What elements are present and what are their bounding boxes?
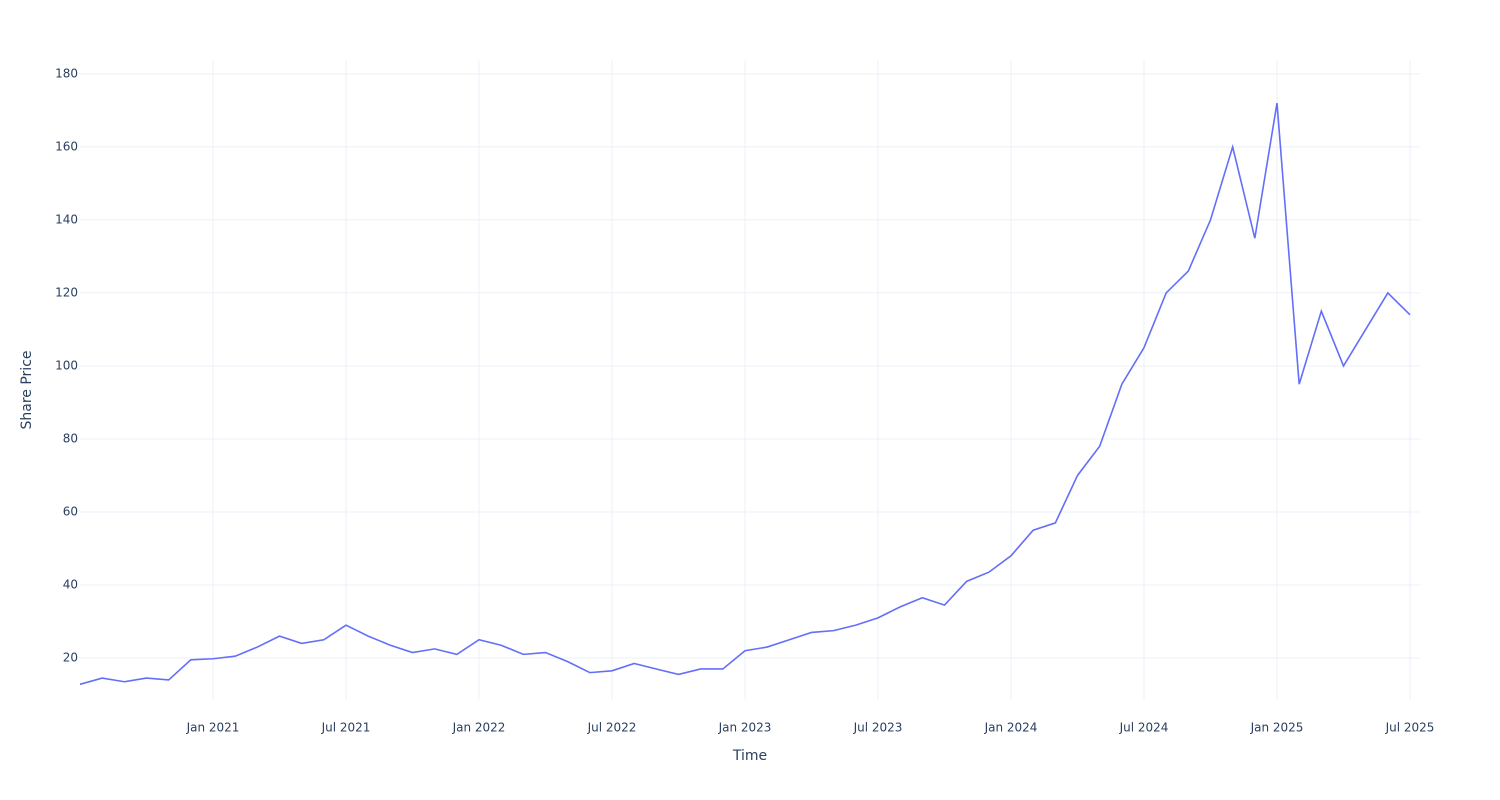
y-tick-label: 100 xyxy=(55,358,78,372)
x-tick-label: Jan 2023 xyxy=(718,721,772,735)
x-tick-label: Jul 2025 xyxy=(1385,721,1435,735)
y-tick-label: 120 xyxy=(55,285,78,299)
y-tick-label: 60 xyxy=(63,504,78,518)
y-tick-label: 80 xyxy=(63,431,78,445)
y-tick-label: 180 xyxy=(55,66,78,80)
x-tick-label: Jul 2023 xyxy=(853,721,903,735)
x-tick-label: Jan 2025 xyxy=(1250,721,1304,735)
y-axis-title: Share Price xyxy=(19,350,35,429)
y-tick-label: 160 xyxy=(55,139,78,153)
x-tick-label: Jan 2021 xyxy=(186,721,240,735)
x-tick-label: Jul 2021 xyxy=(321,721,371,735)
y-tick-label: 40 xyxy=(63,577,78,591)
x-tick-label: Jan 2022 xyxy=(452,721,506,735)
x-tick-label: Jul 2022 xyxy=(587,721,637,735)
y-tick-label: 20 xyxy=(63,651,78,665)
x-tick-label: Jul 2024 xyxy=(1119,721,1169,735)
x-tick-label: Jan 2024 xyxy=(984,721,1038,735)
price-line xyxy=(79,102,1411,686)
x-axis-title: Time xyxy=(732,748,767,764)
y-tick-label: 140 xyxy=(55,212,78,226)
